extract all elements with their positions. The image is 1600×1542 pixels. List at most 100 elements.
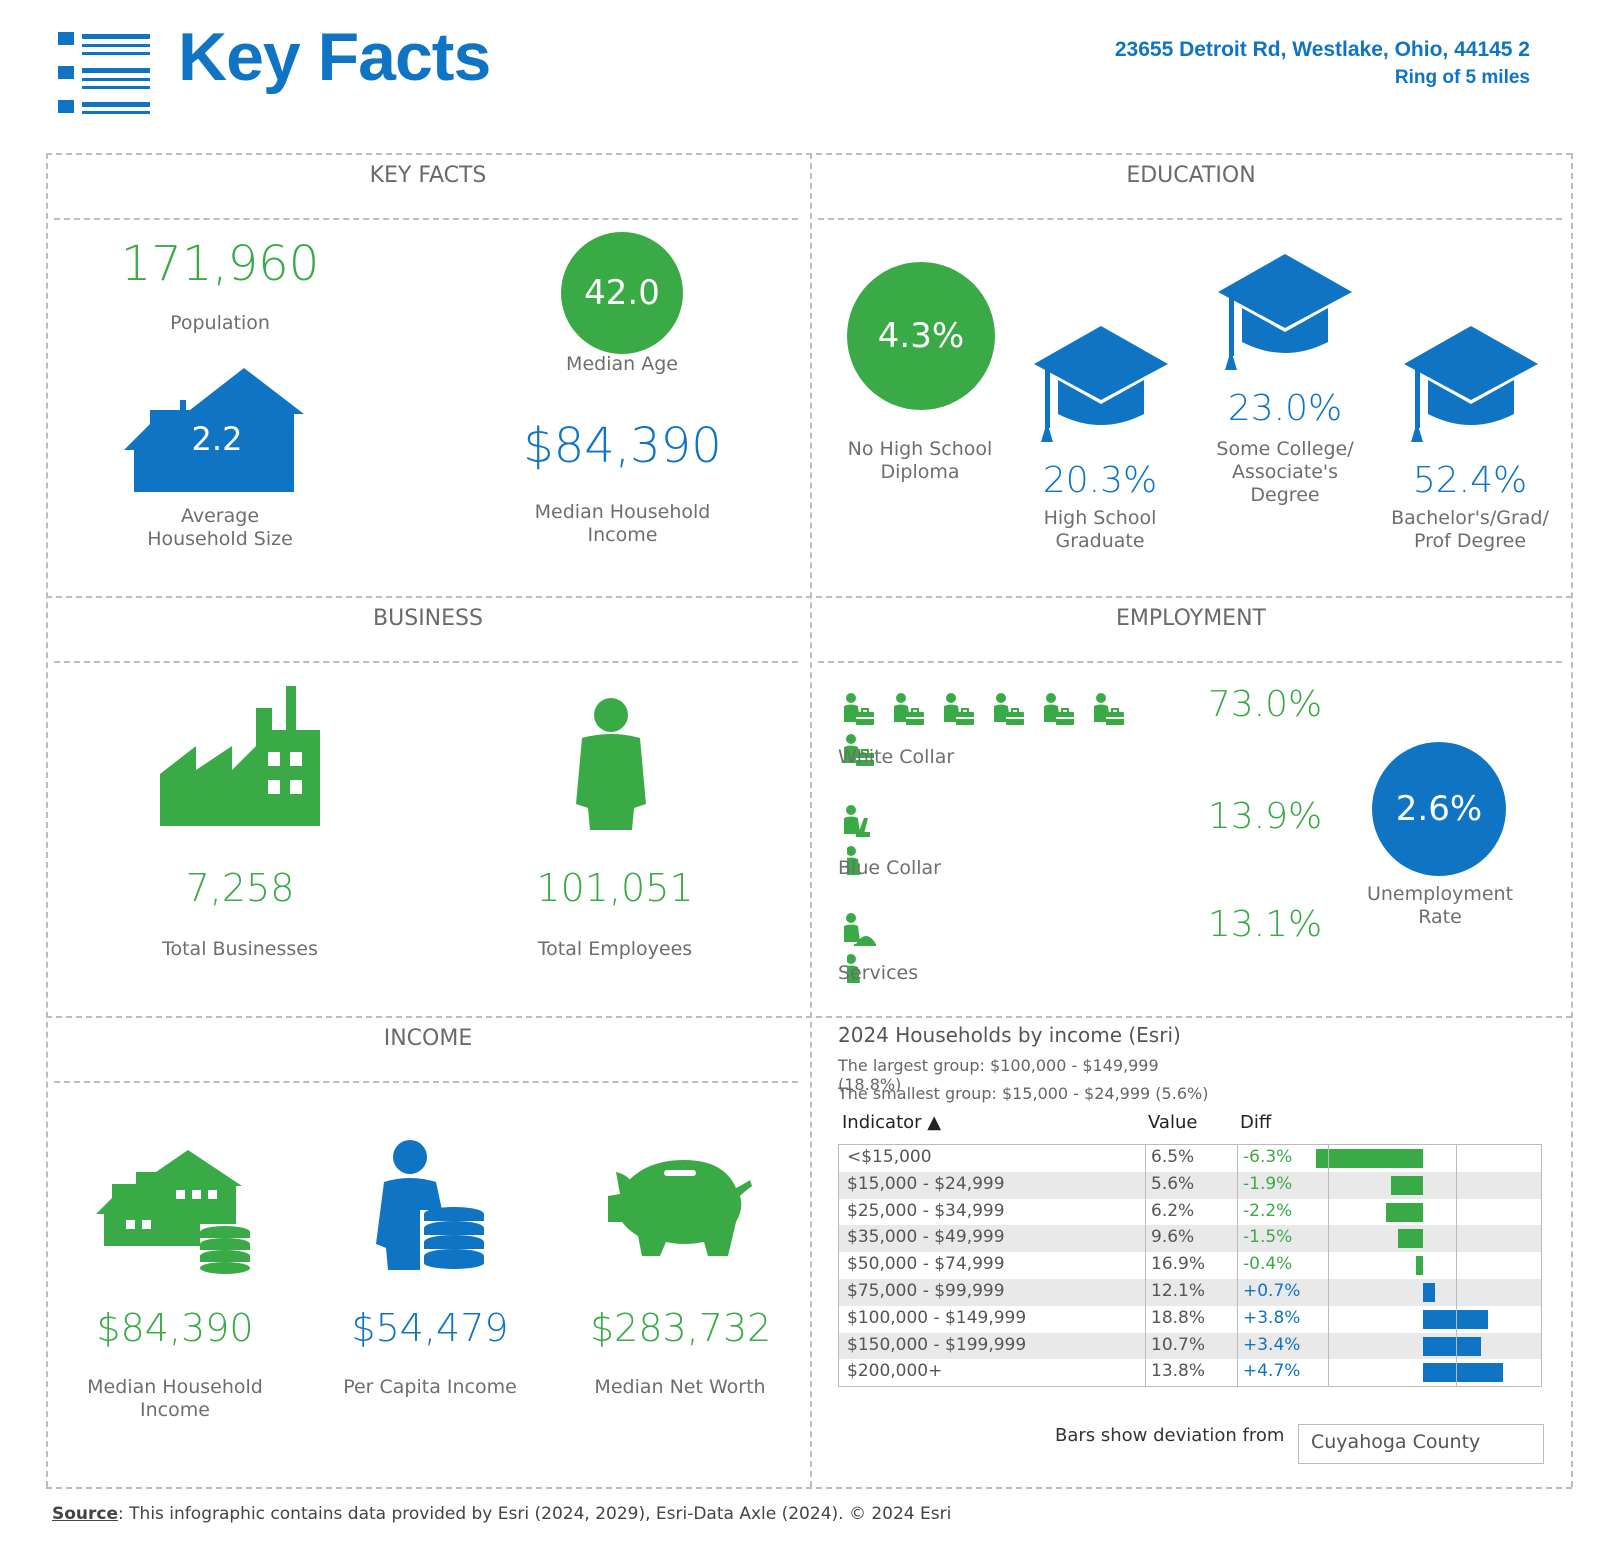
grid-bottom	[46, 1487, 1572, 1489]
table-divider	[1456, 1145, 1457, 1386]
deviation-bar	[1423, 1283, 1435, 1302]
row-diff: +3.4%	[1243, 1334, 1301, 1355]
table-row[interactable]: $150,000 - $199,999 10.7% +3.4%	[839, 1332, 1541, 1360]
white-collar-value: 73.0%	[1207, 684, 1323, 725]
deviation-label: Bars show deviation from	[1055, 1425, 1285, 1446]
median-household-income-label-2: Income	[140, 1399, 210, 1421]
services-value: 13.1%	[1207, 904, 1323, 945]
list-icon	[58, 32, 150, 114]
unemployment-value: 2.6%	[1395, 789, 1483, 829]
median-age-label: Median Age	[566, 353, 678, 375]
bachelor-label-1: Bachelor's/Grad/	[1391, 507, 1549, 529]
grid-top	[46, 153, 1572, 155]
median-income-label-2: Income	[587, 524, 658, 546]
col-header-indicator[interactable]: Indicator ▲	[842, 1112, 942, 1133]
row-diff: -1.5%	[1243, 1227, 1293, 1248]
row-indicator: $50,000 - $74,999	[847, 1254, 1005, 1275]
deviation-bar	[1315, 1149, 1423, 1168]
deviation-select[interactable]: Cuyahoga County	[1298, 1424, 1544, 1464]
col-header-diff[interactable]: Diff	[1240, 1112, 1272, 1133]
per-capita-income-label: Per Capita Income	[343, 1376, 517, 1398]
median-income-value: $84,390	[523, 418, 722, 474]
row-value: 12.1%	[1151, 1281, 1206, 1301]
table-row[interactable]: $15,000 - $24,999 5.6% -1.9%	[839, 1171, 1541, 1199]
table-row[interactable]: <$15,000 6.5% -6.3%	[839, 1145, 1541, 1172]
table-row[interactable]: $200,000+ 13.8% +4.7%	[839, 1359, 1541, 1387]
row-indicator: $200,000+	[847, 1361, 943, 1382]
grid-right	[1571, 153, 1573, 1487]
keyfacts-underline	[54, 218, 798, 220]
row-diff: +0.7%	[1243, 1281, 1301, 1301]
table-divider	[1237, 1145, 1238, 1386]
smallest-group-note: The smallest group: $15,000 - $24,999 (5…	[838, 1084, 1209, 1103]
income-underline	[54, 1081, 798, 1083]
services-icons	[842, 912, 922, 989]
white-collar-worker-icon	[1044, 693, 1074, 725]
business-section-title: BUSINESS	[373, 606, 483, 631]
median-age-value: 42.0	[584, 273, 660, 313]
median-net-worth-label: Median Net Worth	[594, 1376, 766, 1398]
house-money-icon	[96, 1150, 250, 1274]
employee-icon	[576, 698, 646, 830]
row-indicator: <$15,000	[847, 1147, 932, 1167]
person-money-icon	[376, 1140, 484, 1270]
per-capita-income-value: $54,479	[351, 1306, 509, 1350]
table-row[interactable]: $100,000 - $149,999 18.8% +3.8%	[839, 1305, 1541, 1333]
blue-collar-label: Blue Collar	[838, 857, 941, 879]
largest-group-note: The largest group: $100,000 - $149,999 (…	[838, 1056, 1159, 1094]
household-size-value: 2.2	[191, 420, 243, 458]
white-collar-worker-icon	[944, 693, 974, 725]
row-diff: -2.2%	[1243, 1200, 1293, 1221]
population-value: 171,960	[120, 236, 320, 292]
total-businesses-value: 7,258	[185, 866, 295, 910]
blue-collar-icons	[842, 804, 922, 881]
piggy-bank-icon	[608, 1160, 752, 1256]
total-employees-value: 101,051	[536, 866, 694, 910]
business-underline	[54, 661, 798, 663]
services-worker-icon	[844, 913, 876, 946]
table-row[interactable]: $50,000 - $74,999 16.9% -0.4%	[839, 1252, 1541, 1279]
source-label: Source	[52, 1504, 119, 1524]
no-hs-label-1: No High School	[847, 438, 993, 460]
source-text: : This infographic contains data provide…	[118, 1504, 952, 1524]
bachelor-label-2: Prof Degree	[1413, 530, 1527, 552]
bachelor-value: 52.4%	[1412, 460, 1528, 501]
row-value: 18.8%	[1151, 1307, 1206, 1328]
row-indicator: $75,000 - $99,999	[847, 1281, 1005, 1301]
row-value: 9.6%	[1151, 1227, 1195, 1248]
row-indicator: $150,000 - $199,999	[847, 1334, 1027, 1355]
white-collar-worker-icon	[844, 734, 874, 766]
house-icon	[124, 368, 304, 492]
deviation-bar	[1416, 1256, 1423, 1276]
white-collar-worker-icon	[894, 693, 924, 725]
unemployment-circle: 2.6%	[1372, 742, 1506, 876]
white-collar-worker-icon	[1094, 693, 1124, 725]
row-value: 6.5%	[1151, 1147, 1195, 1167]
table-row[interactable]: $75,000 - $99,999 12.1% +0.7%	[839, 1279, 1541, 1306]
some-college-value: 23.0%	[1227, 388, 1343, 429]
row-value: 13.8%	[1151, 1361, 1206, 1382]
deviation-bar	[1423, 1363, 1503, 1383]
median-net-worth-value: $283,732	[590, 1306, 772, 1350]
unemployment-label-2: Rate	[1418, 906, 1462, 928]
table-row[interactable]: $25,000 - $34,999 6.2% -2.2%	[839, 1198, 1541, 1226]
education-section-title: EDUCATION	[1126, 163, 1256, 188]
total-businesses-label: Total Businesses	[162, 938, 318, 960]
source-footer: Source: This infographic contains data p…	[52, 1504, 951, 1524]
blue-collar-worker-icon	[842, 845, 860, 881]
graduation-cap-icon-some-college	[1218, 254, 1352, 370]
row-indicator: $25,000 - $34,999	[847, 1200, 1005, 1221]
col-header-value[interactable]: Value	[1148, 1112, 1198, 1133]
some-college-label-1: Some College/	[1216, 438, 1354, 460]
key-facts-section-title: KEY FACTS	[369, 163, 487, 188]
table-row[interactable]: $35,000 - $49,999 9.6% -1.5%	[839, 1225, 1541, 1253]
services-label: Services	[838, 962, 919, 984]
some-college-label-3: Degree	[1250, 484, 1320, 506]
ring-label: Ring of 5 miles	[1394, 67, 1530, 88]
hs-label-1: High School	[1043, 507, 1157, 529]
page-title: Key Facts	[178, 19, 491, 95]
median-household-income-value: $84,390	[96, 1306, 254, 1350]
income-section-title: INCOME	[383, 1026, 473, 1051]
no-hs-label-2: Diploma	[880, 461, 960, 483]
white-collar-label: White Collar	[838, 746, 955, 768]
